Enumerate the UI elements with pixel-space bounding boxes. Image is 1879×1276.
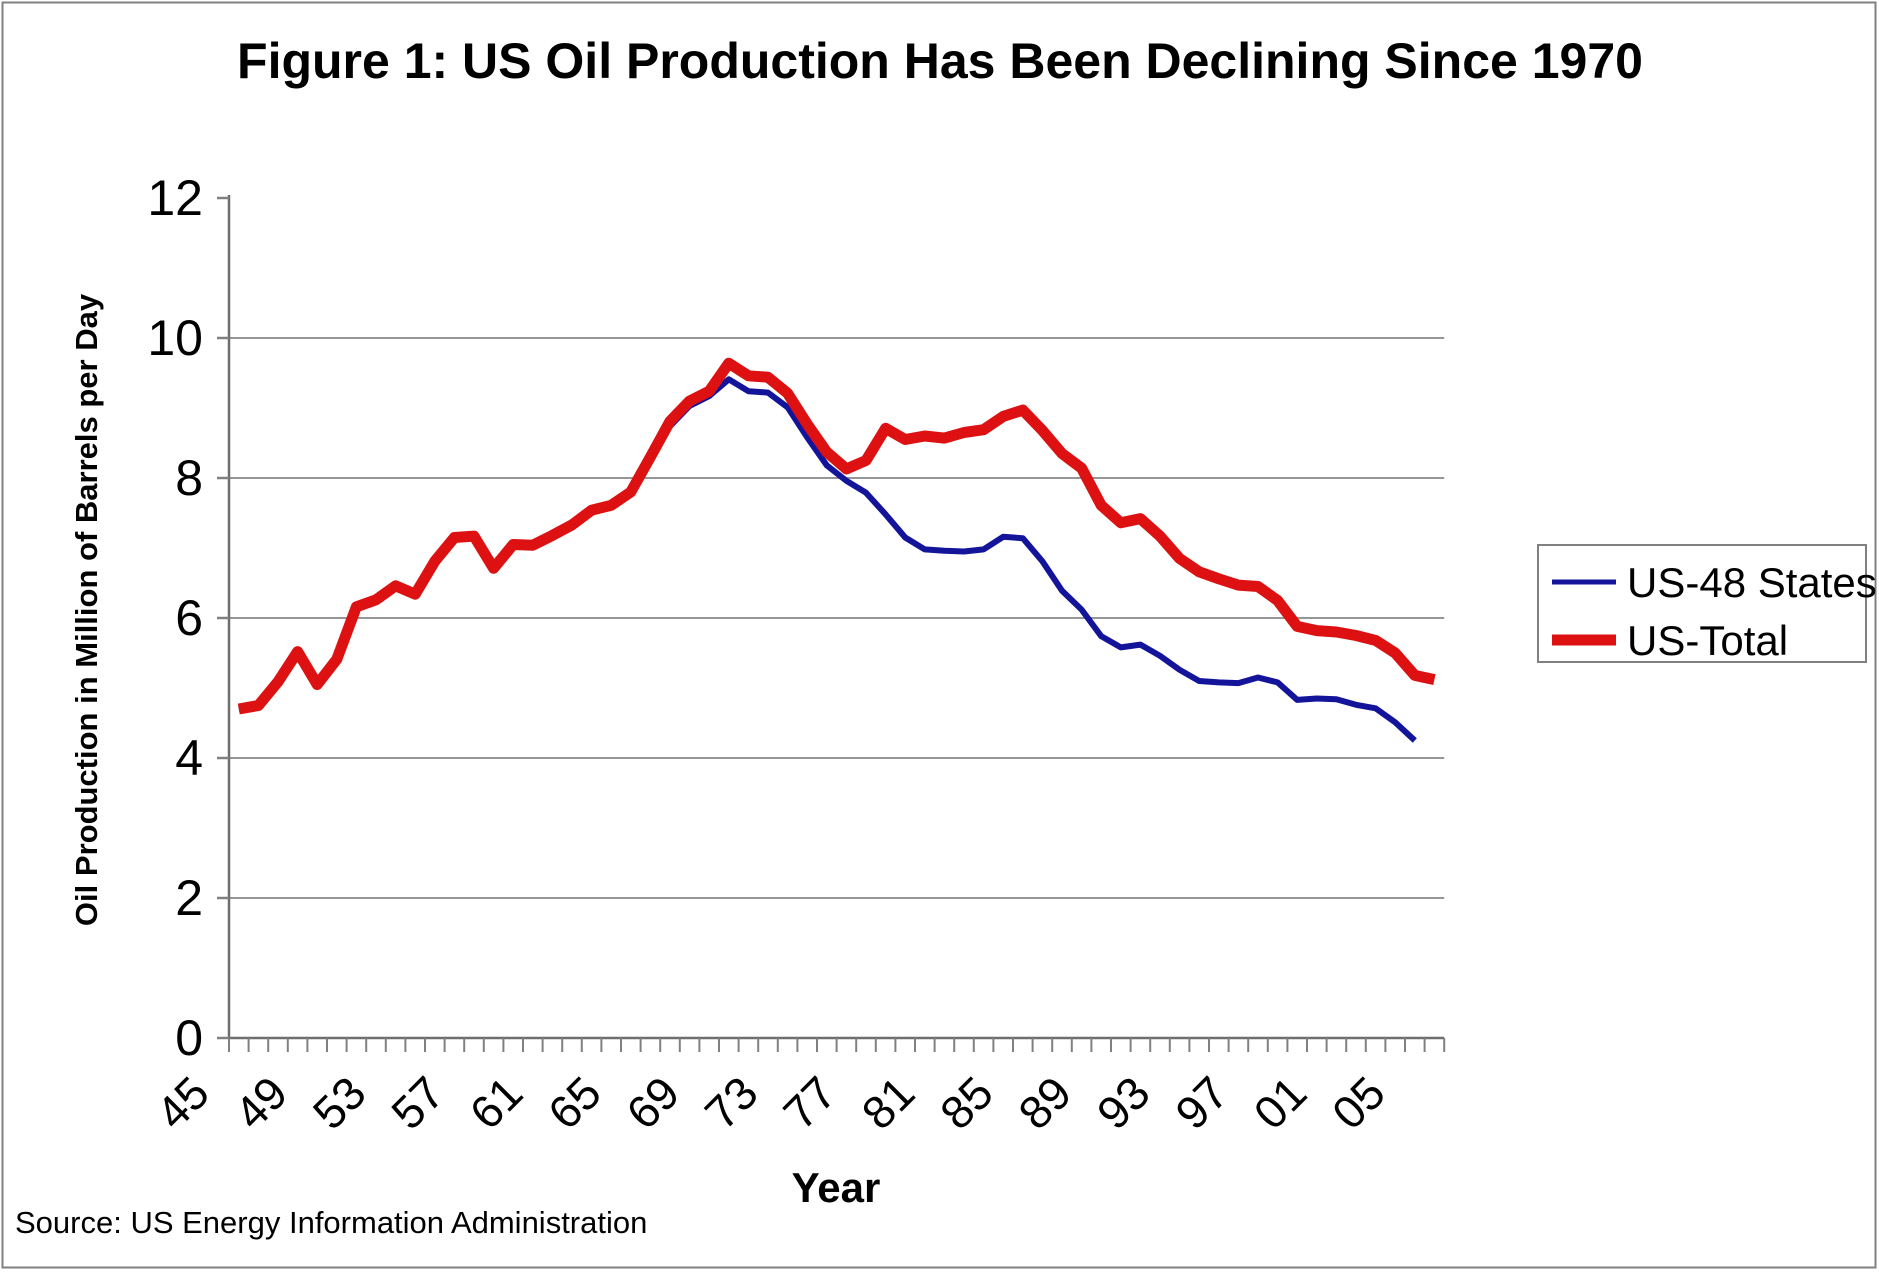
y-tick-label: 12	[147, 170, 203, 226]
legend-label-ustotal: US-Total	[1627, 617, 1788, 664]
y-tick-label: 10	[147, 310, 203, 366]
series-line-us-total	[237, 357, 1436, 715]
y-tick-label: 8	[175, 450, 203, 506]
y-tick-labels: 0 2 4 6 8 10 12	[147, 170, 203, 1066]
chart-title: Figure 1: US Oil Production Has Been Dec…	[237, 33, 1643, 89]
y-tick-label: 2	[175, 870, 203, 926]
y-tick-label: 4	[175, 730, 203, 786]
tick-marks	[217, 196, 1446, 1052]
gridlines	[229, 337, 1445, 899]
x-axis-title: Year	[792, 1164, 881, 1211]
legend-label-us48: US-48 States	[1627, 559, 1877, 606]
legend: US-48 States US-Total	[1537, 544, 1877, 664]
source-note: Source: US Energy Information Administra…	[15, 1205, 647, 1240]
y-tick-label: 0	[175, 1010, 203, 1066]
y-axis-title: Oil Production in Million of Barrels per…	[69, 293, 104, 926]
data-series	[237, 357, 1436, 743]
y-tick-label: 6	[175, 590, 203, 646]
